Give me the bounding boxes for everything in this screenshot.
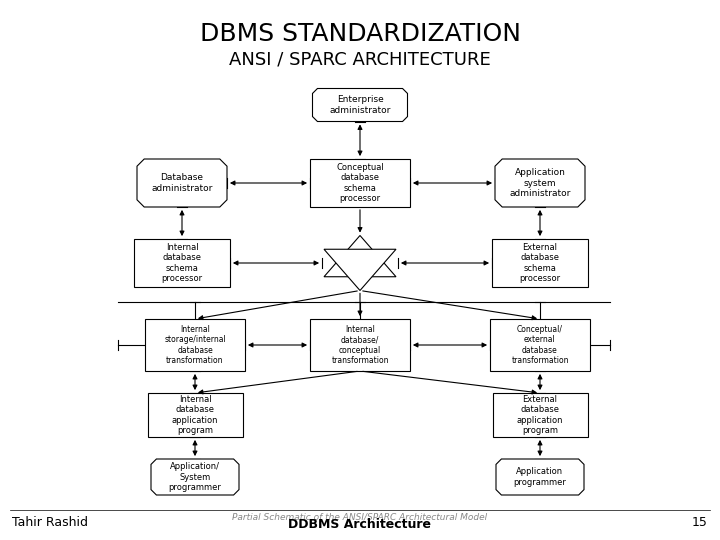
Text: ANSI / SPARC ARCHITECTURE: ANSI / SPARC ARCHITECTURE — [229, 50, 491, 68]
Bar — [134, 239, 230, 287]
Text: Application/
System
programmer: Application/ System programmer — [168, 462, 222, 492]
Bar — [490, 319, 590, 371]
Text: Database
administrator: Database administrator — [151, 173, 212, 193]
Text: Tahir Rashid: Tahir Rashid — [12, 516, 88, 529]
Text: Partial Schematic of the ANSI/SPARC Architectural Model: Partial Schematic of the ANSI/SPARC Arch… — [233, 512, 487, 522]
Bar — [145, 319, 245, 371]
Polygon shape — [137, 159, 227, 207]
Text: Application
system
administrator: Application system administrator — [509, 168, 571, 198]
Text: Internal
database/
conceptual
transformation: Internal database/ conceptual transforma… — [331, 325, 389, 365]
Polygon shape — [312, 89, 408, 122]
Text: Enterprise
administrator: Enterprise administrator — [329, 95, 391, 114]
Bar — [492, 393, 588, 437]
Text: Internal
database
schema
processor: Internal database schema processor — [161, 243, 202, 283]
Polygon shape — [496, 459, 584, 495]
Polygon shape — [324, 235, 396, 276]
Text: Internal
database
application
program: Internal database application program — [172, 395, 218, 435]
Bar — [310, 319, 410, 371]
Text: Conceptual/
external
database
transformation: Conceptual/ external database transforma… — [511, 325, 569, 365]
Polygon shape — [151, 459, 239, 495]
Text: DDBMS Architecture: DDBMS Architecture — [289, 517, 431, 530]
Text: Internal
storage/internal
database
transformation: Internal storage/internal database trans… — [164, 325, 226, 365]
Text: Conceptual
database
schema
processor: Conceptual database schema processor — [336, 163, 384, 203]
Polygon shape — [495, 159, 585, 207]
Bar — [310, 159, 410, 207]
Bar — [492, 239, 588, 287]
Text: 15: 15 — [692, 516, 708, 529]
Bar — [148, 393, 243, 437]
Text: External
database
schema
processor: External database schema processor — [519, 243, 561, 283]
Text: DBMS STANDARDIZATION: DBMS STANDARDIZATION — [199, 22, 521, 46]
Text: Application
programmer: Application programmer — [513, 467, 567, 487]
Polygon shape — [324, 249, 396, 291]
Text: External
database
application
program: External database application program — [517, 395, 563, 435]
